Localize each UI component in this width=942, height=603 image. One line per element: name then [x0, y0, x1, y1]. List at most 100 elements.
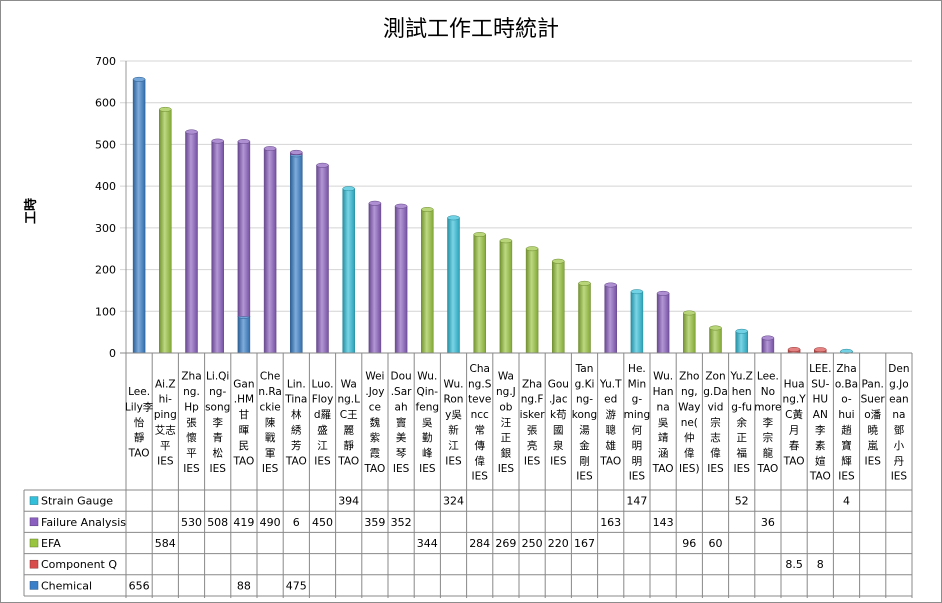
bar-chemical [132, 79, 146, 354]
data-label: 88 [237, 579, 251, 592]
bar-failure-analysis [656, 293, 670, 354]
legend-label: Chemical [41, 579, 92, 592]
data-label: 143 [653, 516, 674, 529]
data-label: 96 [682, 537, 696, 550]
legend-swatch [29, 496, 39, 505]
x-tick-label: Lin. Tina 林綉芳 TAO [284, 378, 307, 467]
chart-title: 測試工作工時統計 [383, 17, 559, 42]
bar-failure-analysis [237, 141, 251, 317]
x-tick-label: Wa ng.L C王麗靜 TAO [337, 378, 360, 467]
bar-failure-analysis [316, 165, 329, 354]
data-label: 530 [181, 516, 202, 529]
bar-efa [552, 260, 565, 354]
data-label: 450 [312, 516, 333, 529]
data-label: 419 [233, 516, 254, 529]
data-label: 147 [626, 495, 647, 508]
bar-cap [447, 215, 460, 221]
bar-cap [368, 200, 382, 206]
x-tick-label: Ai.Z hi-ping 艾志平 IES [154, 378, 177, 467]
data-label: 36 [761, 516, 775, 529]
data-label: 6 [293, 516, 300, 529]
y-tick-label: 600 [95, 97, 116, 110]
x-tick-label: Den g.Jo ean na 鄧小丹 IES [888, 363, 909, 483]
bar-strain-gauge [447, 217, 460, 354]
bar-cap [290, 149, 303, 155]
data-label: 394 [338, 495, 359, 508]
x-tick-label: Zha o.Ba o-hui 趙寶輝 IES [835, 363, 858, 483]
data-label: 8.5 [785, 558, 803, 571]
data-label: 344 [417, 537, 438, 550]
data-label: 8 [817, 558, 824, 571]
data-label: 324 [443, 495, 464, 508]
bar-failure-analysis [185, 131, 198, 354]
bar-efa [525, 248, 539, 354]
bar-failure-analysis [394, 205, 408, 354]
x-tick-label: Che n.Ra ckie 陳戰軍 IES [258, 371, 282, 475]
y-tick-label: 700 [95, 55, 116, 68]
bar-cap [761, 335, 775, 341]
bar-cap [630, 289, 644, 295]
bar-cap [814, 347, 827, 353]
x-tick-label: Luo. Floy d羅盛江 IES [312, 378, 334, 467]
x-tick-label: Hua ng.Y C黃月春 TAO [783, 378, 807, 467]
x-tick-label: Lee. No more 李宗龍 TAO [754, 371, 781, 475]
bar-chemical [290, 154, 303, 354]
bar-efa [159, 109, 172, 354]
data-label: 284 [469, 537, 490, 550]
bars [132, 76, 853, 354]
y-tick-label: 300 [95, 222, 116, 235]
bar-chemical [237, 316, 251, 354]
x-tick-label: Wu. Qin-feng 吳勤峰 IES [416, 371, 439, 475]
legend-swatch [29, 517, 39, 527]
bar-strain-gauge [735, 331, 748, 354]
bar-strain-gauge [630, 291, 644, 354]
bar-failure-analysis [368, 202, 382, 354]
x-tick-label: Dou .Sar ah 竇美琴 IES [391, 371, 413, 475]
legend-label: Failure Analysis [41, 516, 126, 529]
bar-cap [342, 186, 355, 192]
x-tick-label: Cha ng.S teve ncc 常傳偉 IES [468, 363, 492, 483]
data-label: 584 [155, 537, 176, 550]
x-tick-label: Wa ng.J ob 汪正銀 IES [496, 371, 516, 475]
bar-cap [421, 207, 434, 212]
bar-cap [211, 138, 224, 144]
data-label: 352 [391, 516, 412, 529]
x-tick-label: Wu. Han na 吳靖涵 TAO [652, 371, 674, 475]
legend-swatch [29, 538, 39, 548]
bar-cap [316, 162, 329, 168]
bar-cap [552, 258, 565, 264]
x-tick-label: Yu.Z hen g-fu 余正福 IES [729, 371, 752, 475]
bar-efa [499, 240, 513, 354]
bar-cap [735, 328, 748, 334]
x-tick-label: Zho ng, Way ne(仲偉 IES) [678, 371, 700, 475]
bar-cap [683, 310, 696, 316]
data-label: 359 [364, 516, 385, 529]
bar-efa [709, 327, 722, 354]
gridlines [120, 60, 912, 354]
bar-cap [159, 106, 172, 112]
bar-cap [132, 76, 146, 82]
legend-label: EFA [41, 537, 61, 550]
x-tick-label: Li.Qi ng-song 李青松 IES [205, 371, 230, 475]
bar-efa [683, 312, 696, 354]
data-label: 656 [129, 579, 150, 592]
data-label: 508 [207, 516, 228, 529]
bar-cap [499, 238, 513, 244]
x-tick-label: Wei .Joy ce 魏紫霞 TAO [363, 371, 385, 475]
bar-cap [656, 290, 670, 296]
y-axis-label: 工時 [23, 198, 39, 224]
legend-swatch [29, 559, 39, 569]
data-label: 269 [495, 537, 516, 550]
data-label: 475 [286, 579, 307, 592]
legend-swatch [29, 581, 39, 590]
bar-cap [185, 129, 198, 135]
bar-cap [787, 347, 801, 352]
bar-cap [525, 246, 539, 252]
x-tick-label: LEE. SU-HU AN 李素媗 TAO [809, 363, 832, 483]
bar-efa [578, 283, 591, 354]
bar-cap [578, 280, 591, 286]
bar-failure-analysis [263, 148, 277, 354]
x-tick-label: He. Min g-ming 何明明 IES [624, 363, 650, 483]
